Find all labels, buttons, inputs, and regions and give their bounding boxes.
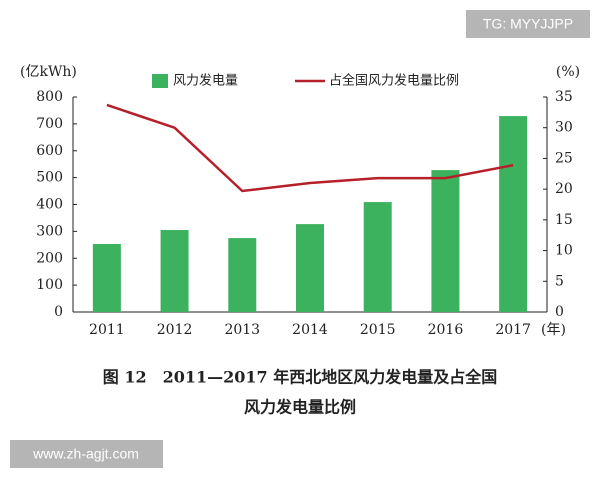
- bar: [92, 244, 121, 312]
- bar: [363, 202, 392, 312]
- bar: [431, 170, 460, 312]
- watermark-box: [466, 10, 590, 38]
- y-axis-label: (亿kWh): [20, 64, 77, 80]
- y-tick-label: 600: [36, 143, 63, 159]
- caption: 风力发电量比例: [244, 398, 356, 417]
- y2-axis-label: (%): [556, 64, 580, 80]
- y2-tick-label: 10: [555, 243, 573, 259]
- caption: 图 12 2011—2017 年西北地区风力发电量及占全国: [103, 368, 497, 387]
- y2-tick-label: 25: [555, 150, 573, 166]
- y2-tick-label: 35: [555, 89, 573, 105]
- bar: [499, 116, 528, 312]
- x-tick-label: 2011: [89, 322, 125, 338]
- y2-tick-label: 15: [555, 212, 573, 228]
- y-tick-label: 400: [36, 197, 63, 213]
- y-tick-label: 800: [36, 89, 63, 105]
- x-axis-label: (年): [541, 322, 566, 338]
- legend-label: 占全国风力发电量比例: [329, 73, 459, 89]
- y-tick-label: 0: [54, 304, 63, 320]
- watermark: TG: MYYJJPP: [483, 16, 573, 32]
- bar: [296, 224, 324, 312]
- legend-swatch: [152, 74, 168, 88]
- y-tick-label: 200: [36, 250, 63, 266]
- y2-tick-label: 5: [555, 273, 564, 289]
- y2-tick-label: 20: [555, 181, 573, 197]
- legend-label: 风力发电量: [173, 73, 238, 89]
- watermark: www.zh-agjt.com: [32, 446, 139, 462]
- watermark-box: [10, 440, 163, 468]
- y-tick-label: 700: [36, 116, 63, 132]
- x-tick-label: 2015: [360, 322, 396, 338]
- x-tick-label: 2014: [292, 322, 328, 338]
- y-tick-label: 500: [36, 170, 63, 186]
- y-tick-label: 100: [36, 277, 63, 293]
- bar: [160, 230, 189, 312]
- x-tick-label: 2012: [157, 322, 193, 338]
- x-tick-label: 2013: [224, 322, 260, 338]
- y2-tick-label: 30: [555, 120, 573, 136]
- y-tick-label: 300: [36, 223, 63, 239]
- x-tick-label: 2017: [495, 322, 531, 338]
- x-tick-label: 2016: [428, 322, 464, 338]
- y2-tick-label: 0: [555, 304, 564, 320]
- line: [106, 103, 514, 193]
- bar: [228, 238, 257, 312]
